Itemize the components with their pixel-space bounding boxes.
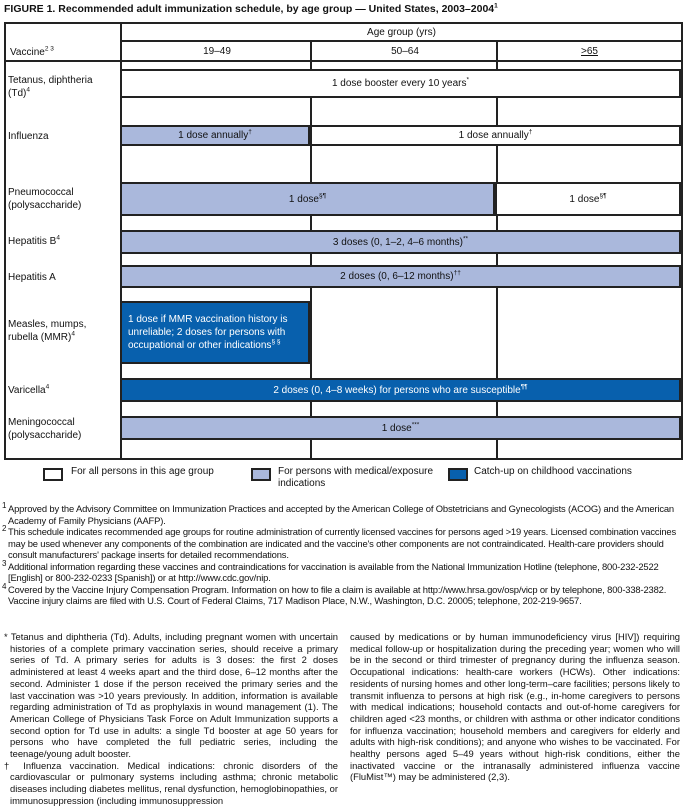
schedule-bar-all: 1 dose booster every 10 years* (120, 69, 681, 98)
bar-label: 1 dose (288, 193, 319, 205)
footnote-2: 2 This schedule indicates recommended age… (2, 524, 680, 561)
bar-label: 1 dose (381, 422, 412, 434)
bar-sup: § § (271, 338, 281, 346)
footnote-number: 3 (2, 558, 7, 568)
footnote-3: 3 Additional information regarding these … (2, 559, 680, 584)
bar-text: 2 doses (0, 6–12 months)†† (340, 269, 461, 282)
schedule-bar-all: 1 dose annually† (310, 125, 681, 146)
note-influenza-continued: caused by medications or by human immuno… (350, 631, 680, 783)
age-group-header: Age group (yrs) (367, 27, 436, 38)
vaccine-header-sup: 2 3 (44, 45, 54, 53)
legend-label-catchup: Catch-up on childhood vaccinations (474, 466, 632, 477)
bar-label: 1 dose (569, 193, 600, 205)
bar-label: 1 dose booster every 10 years (331, 78, 467, 89)
bar-text: 1 dose§¶ (288, 192, 327, 205)
legend: For all persons in this age group For pe… (0, 466, 685, 496)
bar-sup: † (248, 128, 252, 136)
footnote-1: 1 Approved by the Advisory Committee on I… (2, 501, 680, 526)
vaccine-name: Hepatitis A (8, 272, 56, 283)
footnote-text: Approved by the Advisory Committee on Im… (8, 503, 674, 526)
schedule-bar-catchup: 2 doses (0, 4–8 weeks) for persons who a… (120, 378, 681, 402)
schedule-bar-medical: 1 dose§¶ (120, 182, 495, 216)
bar-sup: *** (411, 421, 420, 429)
vaccine-label: Influenza (8, 130, 116, 143)
age-col-50-64: 50–64 (391, 46, 419, 57)
bar-text: 1 dose booster every 10 years* (331, 76, 470, 89)
vaccine-name: Hepatitis B (8, 236, 57, 247)
schedule-bar-medical: 2 doses (0, 6–12 months)†† (120, 265, 681, 288)
legend-label-medical: For persons with medical/exposure indica… (278, 466, 434, 489)
vaccine-sup: 4 (26, 86, 30, 94)
note-influenza: † Influenza vaccination. Medical indicat… (4, 759, 338, 806)
bar-sup: ** (463, 235, 469, 243)
legend-swatch-all (43, 468, 63, 481)
vaccine-label: Pneumococcal (polysaccharide) (8, 186, 116, 212)
footnote-number: 1 (2, 501, 7, 510)
bar-text: 1 dose annually† (458, 128, 533, 141)
bar-label: 1 dose annually (458, 130, 529, 141)
bar-label: 1 dose annually (178, 130, 249, 141)
title-text: FIGURE 1. Recommended adult immunization… (4, 3, 495, 15)
vaccine-name: Pneumococcal (polysaccharide) (8, 187, 82, 211)
bar-sup: † (528, 128, 533, 136)
vaccine-name: Meningococcal (polysaccharide) (8, 417, 82, 441)
bar-text: 1 dose§¶ (569, 192, 607, 205)
vaccine-name: Tetanus, diphtheria (Td) (8, 75, 93, 99)
footnote-4: 4 Covered by the Vaccine Injury Compensat… (2, 582, 680, 607)
age-col-65-plus: >65 (581, 46, 598, 57)
footnote-text: Additional information regarding these v… (8, 560, 659, 584)
bar-text: 2 doses (0, 4–8 weeks) for persons who a… (273, 383, 528, 396)
schedule-bar-medical: 1 dose annually† (120, 125, 310, 146)
note-td: * Tetanus and diphtheria (Td). Adults, i… (4, 631, 338, 760)
bar-sup: §¶ (318, 192, 327, 200)
schedule-bar-catchup: 1 dose if MMR vaccination history is unr… (120, 301, 310, 364)
vaccine-label: Measles, mumps, rubella (MMR)4 (8, 318, 116, 344)
notes-left-column: * Tetanus and diphtheria (Td). Adults, i… (4, 631, 338, 807)
footnote-text: Covered by the Vaccine Injury Compensati… (8, 583, 667, 607)
legend-label-all: For all persons in this age group (71, 466, 214, 477)
age-col-19-49: 19–49 (203, 46, 231, 57)
footnotes: 1 Approved by the Advisory Committee on I… (2, 501, 680, 607)
vaccine-name: Varicella (8, 385, 46, 396)
bar-text: 3 doses (0, 1–2, 4–6 months)** (332, 235, 469, 248)
bar-label: 2 doses (0, 6–12 months) (340, 271, 454, 282)
vaccine-label: Hepatitis B4 (8, 235, 116, 248)
notes-right-column: caused by medications or by human immuno… (350, 631, 680, 783)
bar-sup: §¶ (599, 192, 607, 200)
legend-swatch-catchup (448, 468, 468, 481)
vaccine-sup: 4 (71, 330, 75, 338)
schedule-bar-medical: 3 doses (0, 1–2, 4–6 months)** (120, 230, 681, 254)
bar-label: 1 dose if MMR vaccination history is unr… (128, 314, 288, 351)
bar-sup: ¶¶ (520, 383, 528, 391)
figure-title: FIGURE 1. Recommended adult immunization… (4, 3, 498, 15)
bar-label: 3 doses (0, 1–2, 4–6 months) (332, 236, 463, 248)
bar-text: 1 dose annually† (178, 128, 252, 141)
vaccine-label: Meningococcal (polysaccharide) (8, 416, 116, 442)
vaccine-label: Varicella4 (8, 384, 116, 397)
schedule-bar-all: 1 dose§¶ (495, 182, 681, 216)
bar-sup: * (466, 76, 470, 84)
vaccine-sup: 4 (56, 234, 60, 242)
bar-label: 2 doses (0, 4–8 weeks) for persons who a… (273, 384, 521, 396)
title-sup: 1 (494, 2, 498, 10)
vaccine-sup: 4 (45, 383, 50, 391)
vaccine-label: Hepatitis A (8, 271, 116, 284)
vaccine-name: Influenza (8, 131, 49, 142)
vaccine-header-text: Vaccine (10, 47, 45, 58)
footnote-number: 2 (2, 524, 7, 533)
bar-text: 1 dose*** (381, 421, 420, 434)
schedule-bar-medical: 1 dose*** (120, 416, 681, 440)
vaccine-name: Measles, mumps, rubella (MMR) (8, 319, 87, 343)
bar-sup: †† (453, 269, 461, 277)
legend-swatch-medical (251, 468, 271, 481)
footnote-number: 4 (2, 581, 7, 591)
vaccine-label: Tetanus, diphtheria (Td)4 (8, 74, 116, 100)
bar-text: 1 dose if MMR vaccination history is unr… (128, 313, 302, 352)
vaccine-header: Vaccine2 3 (10, 46, 54, 59)
footnote-text: This schedule indicates recommended age … (8, 526, 677, 560)
